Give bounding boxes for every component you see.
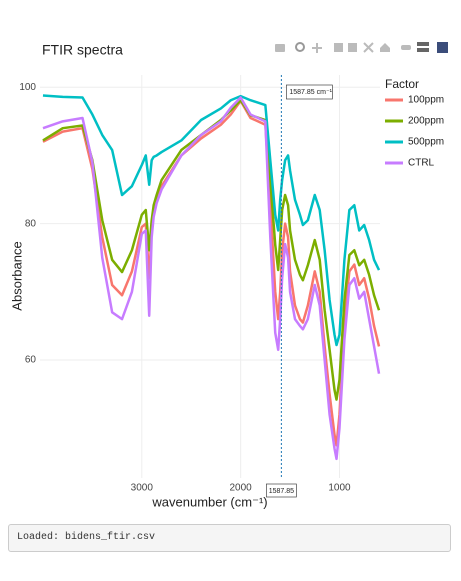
zoom-icon[interactable]: [295, 42, 305, 52]
hover-compare-icon[interactable]: [417, 48, 429, 52]
hover-box: [286, 84, 333, 100]
line-series: [42, 96, 381, 461]
hover-text: 1587.85: [269, 488, 294, 495]
hover-label: 1587.85 cm⁻¹: [286, 84, 333, 100]
modebar: [275, 42, 448, 53]
hover-compare-icon[interactable]: [417, 42, 429, 46]
x-tick-label: 3000: [131, 483, 154, 494]
autoscale-icon[interactable]: [363, 42, 374, 53]
chart: FTIR spectra wavenumber (cm⁻¹) Absorbanc…: [9, 42, 448, 509]
y-tick-label: 60: [25, 355, 37, 366]
camera-icon[interactable]: [275, 44, 285, 52]
zoom-out-icon[interactable]: [348, 43, 357, 52]
legend-label: 500ppm: [408, 137, 444, 148]
hover-box: [266, 483, 297, 498]
hover-text: 1587.85 cm⁻¹: [289, 89, 332, 96]
pan-icon[interactable]: [312, 43, 322, 53]
y-tick-label: 100: [19, 82, 36, 93]
x-axis-label: wavenumber (cm⁻¹): [151, 494, 267, 509]
line-series: [42, 98, 381, 401]
zoom-in-icon[interactable]: [334, 43, 343, 52]
line-series: [42, 94, 381, 347]
plotly-logo[interactable]: [437, 42, 448, 53]
legend-title: Factor: [385, 77, 419, 91]
y-tick-label: 80: [25, 218, 37, 229]
status-bar: Loaded: bidens_ftir.csv: [8, 524, 451, 552]
x-tick-label: 2000: [230, 483, 253, 494]
hover-axis-label: 1587.85: [266, 483, 297, 498]
x-tick-label: 1000: [328, 483, 351, 494]
legend-label: CTRL: [408, 158, 435, 169]
legend-label: 100ppm: [408, 95, 444, 106]
chart-title: FTIR spectra: [42, 42, 123, 58]
hover-closest-icon[interactable]: [401, 45, 411, 50]
reset-icon[interactable]: [380, 43, 390, 52]
y-axis-label: Absorbance: [9, 241, 24, 310]
legend-label: 200ppm: [408, 116, 444, 127]
